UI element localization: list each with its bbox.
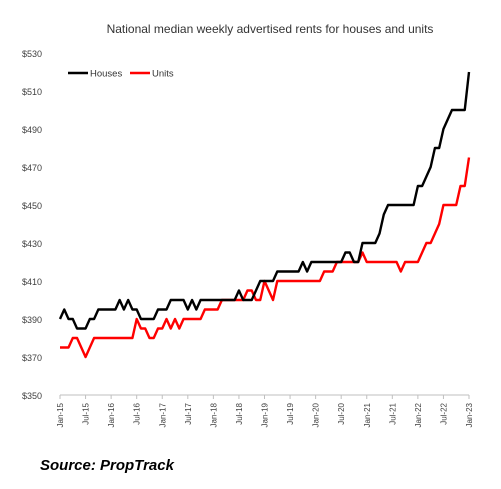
y-tick-label: $390: [22, 315, 42, 325]
x-tick-label: Jan-17: [158, 402, 167, 427]
x-tick-label: Jul-16: [133, 402, 142, 424]
x-tick-label: Jul-19: [286, 402, 295, 424]
legend-label-houses: Houses: [90, 69, 122, 80]
y-tick-label: $510: [22, 87, 42, 97]
x-tick-label: Jan-18: [209, 402, 218, 427]
y-tick-label: $470: [22, 163, 42, 173]
y-tick-label: $450: [22, 201, 42, 211]
x-tick-label: Jul-22: [439, 402, 448, 424]
x-tick-label: Jan-21: [363, 402, 372, 427]
y-tick-label: $530: [22, 49, 42, 59]
y-tick-label: $490: [22, 125, 42, 135]
x-tick-label: Jul-17: [184, 402, 193, 424]
series-line-units: [60, 157, 471, 359]
y-tick-label: $370: [22, 353, 42, 363]
series-line-houses: [58, 71, 471, 330]
x-tick-label: Jan-19: [261, 402, 270, 427]
x-tick-label: Jan-20: [312, 402, 321, 427]
x-tick-label: Jan-23: [465, 402, 474, 427]
source-note: Source: PropTrack: [40, 457, 174, 474]
x-tick-label: Jan-16: [107, 402, 116, 427]
x-tick-label: Jul-21: [388, 402, 397, 424]
x-tick-label: Jul-18: [235, 402, 244, 424]
x-tick-label: Jul-20: [337, 402, 346, 424]
y-tick-label: $350: [22, 391, 42, 401]
y-tick-label: $410: [22, 277, 42, 287]
chart-title: National median weekly advertised rents …: [106, 22, 434, 36]
legend-label-units: Units: [152, 69, 174, 80]
x-tick-label: Jan-15: [56, 402, 65, 427]
x-tick-label: Jan-22: [414, 402, 423, 427]
y-tick-label: $430: [22, 239, 42, 249]
x-tick-label: Jul-15: [82, 402, 91, 424]
